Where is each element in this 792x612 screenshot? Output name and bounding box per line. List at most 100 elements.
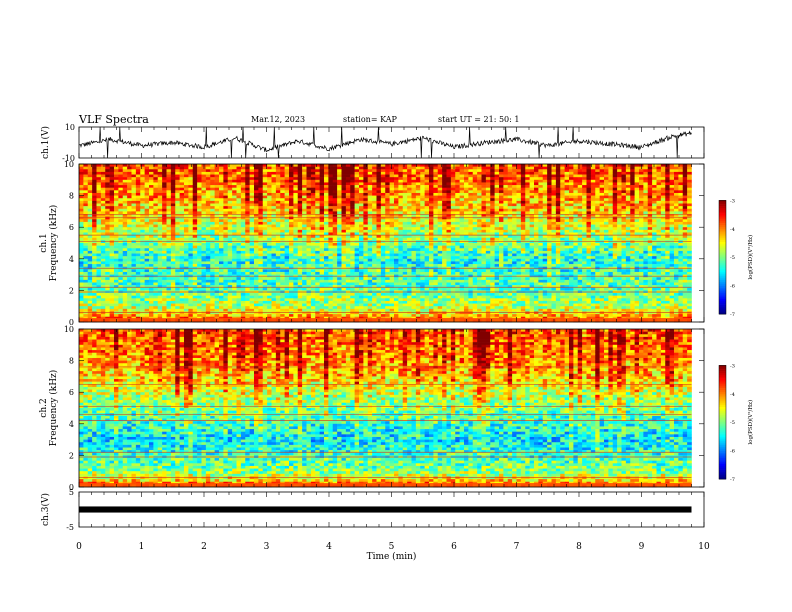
- spectrogram-cell: [429, 211, 434, 215]
- spectrogram-cell: [271, 232, 277, 236]
- spectrogram-cell: [197, 256, 202, 260]
- spectrogram-cell: [345, 261, 351, 265]
- spectrogram-cell: [359, 285, 364, 289]
- spectrogram-cell: [262, 214, 268, 217]
- spectrogram-cell: [380, 282, 386, 286]
- spectrogram-cell: [289, 264, 294, 267]
- spectrogram-cell: [345, 200, 351, 204]
- spectrogram-cell: [223, 179, 229, 183]
- spectrogram-cell: [324, 261, 329, 265]
- spectrogram-cell: [372, 253, 377, 257]
- spectrogram-cell: [394, 169, 399, 173]
- spectrogram-cell: [127, 314, 132, 318]
- spectrogram-cell: [254, 229, 259, 233]
- spectrogram-cell: [122, 271, 128, 275]
- spectrogram-cell: [328, 287, 334, 291]
- spectrogram-cell: [424, 185, 430, 188]
- spectrogram-cell: [100, 190, 106, 194]
- spectrogram-cell: [131, 243, 137, 246]
- spectrogram-cell: [135, 198, 141, 202]
- spectrogram-cell: [245, 306, 250, 310]
- spectrogram-cell: [310, 200, 316, 204]
- spectrogram-cell: [96, 277, 102, 281]
- spectrogram-cell: [188, 219, 194, 223]
- spectrogram-cell: [302, 219, 307, 223]
- spectrogram-cell: [350, 182, 355, 186]
- spectrogram-cell: [306, 237, 312, 241]
- spectrogram-cell: [170, 314, 176, 318]
- spectrogram-cell: [184, 308, 189, 312]
- spectrogram-cell: [262, 279, 268, 283]
- spectrogram-cell: [289, 250, 294, 254]
- spectrogram-cell: [284, 237, 290, 241]
- spectrogram-cell: [254, 248, 259, 252]
- spectrogram-cell: [380, 295, 386, 299]
- spectrogram-cell: [267, 282, 272, 286]
- spectrogram-cell: [302, 253, 307, 257]
- spectrogram-cell: [341, 235, 347, 239]
- spectrogram-cell: [114, 200, 119, 204]
- spectrogram-cell: [188, 206, 194, 210]
- spectrogram-cell: [79, 293, 84, 296]
- spectrogram-cell: [415, 308, 421, 312]
- spectrogram-cell: [385, 295, 390, 299]
- spectrogram-cell: [100, 214, 106, 217]
- spectrogram-cell: [232, 279, 237, 283]
- spectrogram-cell: [315, 187, 320, 191]
- spectrogram-cell: [332, 279, 338, 283]
- spectrogram-cell: [100, 287, 106, 291]
- spectrogram-cell: [197, 248, 202, 252]
- spectrogram-cell: [122, 248, 128, 252]
- spectrogram-cell: [100, 245, 106, 249]
- spectrogram-cell: [170, 256, 176, 260]
- spectrogram-cell: [149, 271, 154, 275]
- spectrogram-cell: [179, 250, 185, 254]
- spectrogram-cell: [236, 179, 242, 183]
- spectrogram-cell: [262, 208, 268, 212]
- spectrogram-cell: [184, 198, 189, 202]
- spectrogram-cell: [149, 243, 154, 246]
- spectrogram-cell: [359, 250, 364, 254]
- spectrogram-cell: [135, 174, 141, 178]
- spectrogram-cell: [144, 203, 150, 207]
- spectrogram-cell: [394, 174, 399, 178]
- spectrogram-cell: [92, 298, 97, 302]
- spectrogram-cell: [210, 185, 215, 188]
- spectrogram-cell: [345, 214, 351, 217]
- spectrogram-cell: [262, 174, 268, 178]
- spectrogram-cell: [245, 287, 250, 291]
- spectrogram-cell: [363, 311, 369, 315]
- spectrogram-cell: [306, 224, 312, 228]
- spectrogram-cell: [280, 271, 285, 275]
- spectrogram-cell: [302, 311, 307, 315]
- spectrogram-cell: [135, 293, 141, 296]
- spectrogram-cell: [262, 277, 268, 281]
- spectrogram-cell: [105, 224, 110, 228]
- spectrogram-cell: [184, 224, 189, 228]
- spectrogram-cell: [429, 248, 434, 252]
- spectrogram-cell: [306, 293, 312, 296]
- spectrogram-cell: [118, 224, 124, 228]
- spectrogram-cell: [144, 182, 150, 186]
- spectrogram-cell: [267, 271, 272, 275]
- spectrogram-cell: [315, 303, 320, 307]
- spectrogram-cell: [201, 179, 207, 183]
- spectrogram-cell: [402, 264, 408, 267]
- spectrogram-cell: [367, 216, 373, 220]
- spectrogram-cell: [192, 198, 198, 202]
- spectrogram-cell: [262, 227, 268, 231]
- spectrogram-cell: [337, 314, 342, 318]
- spectrogram-cell: [109, 298, 115, 302]
- spectrogram-cell: [429, 271, 434, 275]
- spectrogram-cell: [319, 258, 325, 262]
- spectrogram-cell: [254, 214, 259, 217]
- spectrogram-cell: [83, 200, 89, 204]
- spectrogram-cell: [258, 253, 264, 257]
- spectrogram-cell: [87, 285, 93, 289]
- spectrogram-cell: [87, 248, 93, 252]
- spectrogram-cell: [372, 256, 377, 260]
- spectrogram-cell: [271, 208, 277, 212]
- spectrogram-cell: [297, 206, 303, 210]
- spectrogram-cell: [105, 198, 110, 202]
- spectrogram-cell: [271, 219, 277, 223]
